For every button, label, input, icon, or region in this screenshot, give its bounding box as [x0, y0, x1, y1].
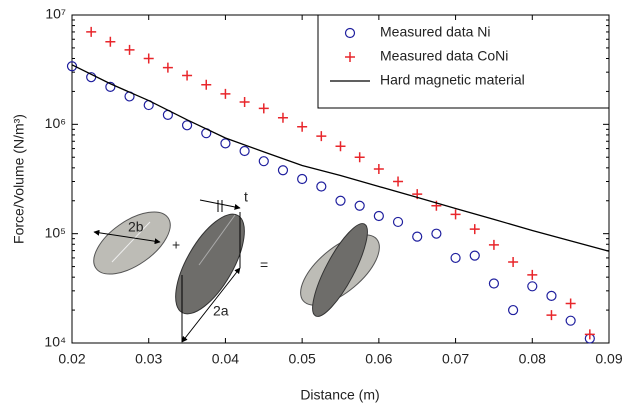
- disk-combined-a: [312, 223, 368, 317]
- x-tick-label: 0.09: [595, 351, 622, 367]
- data-point: [508, 257, 519, 268]
- data-point: [66, 61, 78, 72]
- data-point: [297, 121, 308, 132]
- data-point: [373, 210, 384, 222]
- data-point: [258, 103, 269, 114]
- data-point: [508, 304, 519, 316]
- data-point: [584, 329, 595, 340]
- data-point: [162, 62, 173, 73]
- data-point: [335, 195, 346, 206]
- data-point: [450, 252, 461, 264]
- x-tick-label: 0.05: [289, 351, 316, 367]
- data-point: [182, 70, 193, 81]
- legend-label: Measured data Ni: [380, 24, 491, 40]
- data-line: [71, 64, 610, 252]
- data-point: [201, 79, 212, 90]
- x-tick-label: 0.08: [519, 351, 546, 367]
- annotation: t: [244, 189, 248, 205]
- y-tick-label: 10⁵: [45, 224, 66, 240]
- data-point: [220, 88, 231, 99]
- data-point: [469, 250, 480, 261]
- data-point: [181, 120, 193, 131]
- y-axis-label: Force/Volume (N/m³): [11, 114, 27, 244]
- data-point: [335, 141, 346, 152]
- legend-label: Hard magnetic material: [380, 72, 525, 88]
- arrow-2b: [93, 229, 161, 245]
- data-point: [431, 228, 442, 239]
- arrow-t: [199, 199, 241, 210]
- disk-line: [198, 214, 236, 266]
- data-point: [105, 81, 116, 92]
- data-point: [220, 138, 231, 149]
- annotation: +: [172, 237, 180, 253]
- arrow-2a: [181, 267, 241, 343]
- data-point: [488, 239, 499, 250]
- data-point: [105, 36, 116, 47]
- x-tick-label: 0.06: [365, 351, 392, 367]
- data-point: [297, 173, 308, 185]
- x-tick-label: 0.02: [58, 351, 85, 367]
- annotation: 2a: [213, 303, 229, 319]
- data-point: [450, 209, 461, 220]
- legend-swatch: [344, 27, 356, 39]
- data-point: [239, 97, 250, 108]
- data-point: [546, 290, 557, 301]
- data-point: [527, 269, 538, 280]
- data-point: [565, 315, 576, 326]
- x-tick-label: 0.07: [442, 351, 469, 367]
- x-axis-label: Distance (m): [300, 387, 379, 403]
- data-point: [469, 224, 480, 235]
- y-tick-label: 10⁷: [45, 6, 66, 22]
- data-point: [239, 145, 250, 157]
- x-tick-label: 0.04: [212, 351, 239, 367]
- data-point: [258, 156, 269, 167]
- data-point: [565, 298, 576, 309]
- data-point: [354, 200, 365, 211]
- data-point: [316, 131, 327, 142]
- y-tick-label: 10⁴: [44, 334, 66, 350]
- data-point: [316, 181, 327, 192]
- annotation: =: [260, 257, 268, 273]
- illustration: 2b + t 2a =: [93, 189, 380, 343]
- data-point: [392, 216, 404, 228]
- data-point: [86, 26, 97, 37]
- annotation: 2b: [128, 219, 144, 235]
- data-point: [277, 165, 289, 176]
- legend-swatch: [345, 52, 355, 62]
- data-point: [354, 152, 365, 163]
- data-point: [124, 44, 135, 55]
- disk-b: [93, 211, 171, 275]
- x-tick-label: 0.03: [135, 351, 162, 367]
- data-point: [277, 112, 288, 123]
- data-point: [373, 164, 384, 175]
- legend: [317, 14, 610, 109]
- data-point: [488, 278, 500, 289]
- data-point: [393, 176, 404, 187]
- legend-label: Measured data CoNi: [380, 48, 508, 64]
- data-point: [143, 53, 154, 64]
- data-point: [546, 310, 557, 321]
- data-point: [412, 231, 423, 242]
- data-point: [527, 281, 538, 292]
- y-tick-label: 10⁶: [45, 115, 66, 131]
